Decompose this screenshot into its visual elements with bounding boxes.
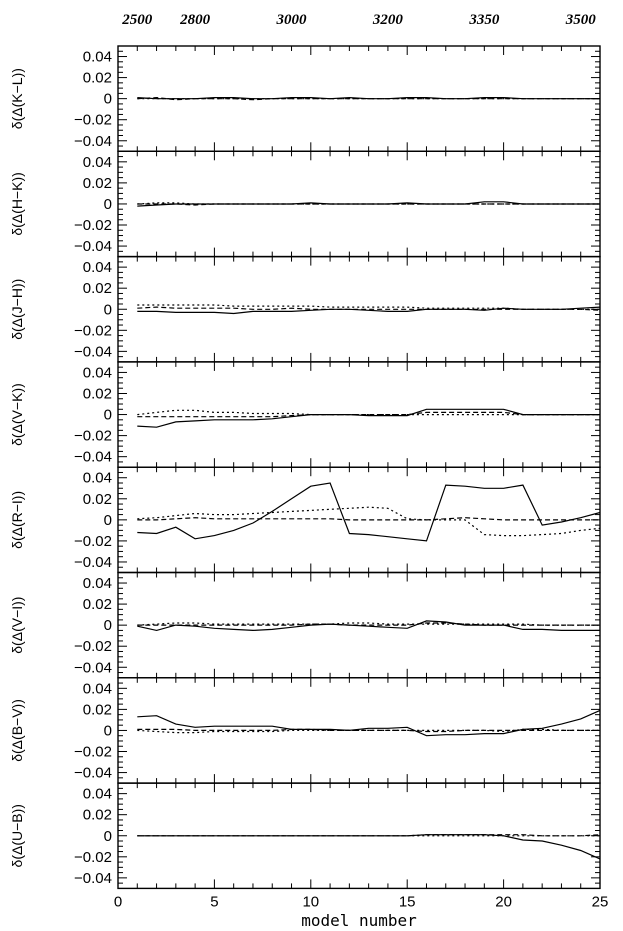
y-tick-label: 0.04 <box>83 575 112 592</box>
series-line-solid <box>137 408 600 428</box>
panel-y-label: δ(Δ(H−K)) <box>9 172 25 235</box>
panel-8: 0.04 0.02 0 −0.02 −0.04 δ(Δ(U−B)) <box>9 782 601 890</box>
panel-6: 0.04 0.02 0 −0.02 −0.04 δ(Δ(V−I)) <box>9 571 601 679</box>
y-tick-label: −0.04 <box>74 870 112 887</box>
y-tick-label: 0.02 <box>83 596 112 613</box>
y-tick-label: −0.04 <box>74 343 112 360</box>
y-tick-label: 0 <box>104 196 112 213</box>
y-tick-label: 0 <box>104 407 112 424</box>
panel-y-label: δ(Δ(V−I)) <box>9 597 25 654</box>
x-tick-label: 10 <box>302 893 319 910</box>
y-tick-label: 0 <box>104 828 112 845</box>
series-line-dashed <box>137 728 600 733</box>
panel-5: 0.04 0.02 0 −0.02 −0.04 δ(Δ(R−I)) <box>9 466 601 574</box>
x-tick-label: 0 <box>114 893 122 910</box>
series-line-solid <box>137 620 600 632</box>
y-tick-label: −0.04 <box>74 133 112 150</box>
x-tick-label: 20 <box>495 893 512 910</box>
y-tick-label: −0.02 <box>74 638 112 655</box>
series-line-dotted <box>137 728 600 734</box>
series-line-solid <box>137 834 601 860</box>
y-tick-label: −0.02 <box>74 322 112 339</box>
bottom-axis: 0 5 10 15 20 25 <box>114 893 609 910</box>
y-tick-label: 0.02 <box>83 70 112 87</box>
chart-panels: 0.04 0.02 0 −0.02 −0.04 δ(Δ(K−L)) 0.04 0.02 0 −0.… <box>9 45 601 890</box>
series-line-dashed <box>137 834 601 837</box>
top-axis-label: 2800 <box>179 12 211 28</box>
y-tick-label: 0 <box>104 722 112 739</box>
top-axis-label: 2500 <box>121 12 153 28</box>
y-tick-label: −0.02 <box>74 217 112 234</box>
top-axis-label: 3350 <box>468 12 500 28</box>
x-tick-label: 15 <box>399 893 416 910</box>
y-tick-label: 0.02 <box>83 280 112 297</box>
series-line-dashed <box>137 306 601 311</box>
series-line-dotted <box>137 409 600 416</box>
panel-4: 0.04 0.02 0 −0.02 −0.04 δ(Δ(V−K)) <box>9 361 601 468</box>
y-tick-label: 0.04 <box>83 786 112 803</box>
series-line-dashed <box>137 517 600 521</box>
top-axis-label: 3000 <box>276 12 308 28</box>
y-tick-label: 0 <box>104 301 112 318</box>
panel-y-label: δ(Δ(K−L)) <box>9 68 25 129</box>
y-tick-label: 0.04 <box>83 470 112 487</box>
panel-3: 0.04 0.02 0 −0.02 −0.04 δ(Δ(J−H)) <box>9 255 601 363</box>
y-tick-label: −0.04 <box>74 765 112 782</box>
y-tick-label: −0.02 <box>74 533 112 550</box>
y-tick-label: −0.02 <box>74 112 112 129</box>
y-tick-label: 0.02 <box>83 701 112 718</box>
panel-frame <box>117 466 601 574</box>
y-tick-label: 0.04 <box>83 49 112 66</box>
y-tick-label: 0.02 <box>83 175 112 192</box>
panel-2: 0.04 0.02 0 −0.02 −0.04 δ(Δ(H−K)) <box>9 150 601 258</box>
x-tick-label: 5 <box>210 893 218 910</box>
y-tick-label: −0.04 <box>74 238 112 255</box>
panel-1: 0.04 0.02 0 −0.02 −0.04 δ(Δ(K−L)) <box>9 45 601 153</box>
panel-7: 0.04 0.02 0 −0.02 −0.04 δ(Δ(B−V)) <box>9 677 601 784</box>
series-line-dashed <box>137 622 600 626</box>
series-line-dotted <box>137 506 601 537</box>
y-tick-label: −0.04 <box>74 554 112 571</box>
series-line-solid <box>137 709 601 737</box>
series-line-solid <box>137 306 601 315</box>
series-line-dashed <box>137 96 600 101</box>
series-line-dotted <box>137 304 600 310</box>
y-tick-label: −0.02 <box>74 849 112 866</box>
y-tick-label: 0.04 <box>83 680 112 697</box>
panel-y-label: δ(Δ(U−B)) <box>9 804 25 867</box>
y-tick-label: 0.04 <box>83 364 112 381</box>
y-tick-label: 0.04 <box>83 154 112 171</box>
y-tick-label: 0.04 <box>83 259 112 276</box>
y-tick-label: 0.02 <box>83 491 112 508</box>
series-line-dashed <box>137 411 600 418</box>
series-line-dashed <box>137 203 600 206</box>
y-tick-label: 0.02 <box>83 807 112 824</box>
y-tick-label: −0.04 <box>74 659 112 676</box>
panel-y-label: δ(Δ(R−I)) <box>9 491 25 549</box>
y-tick-label: −0.02 <box>74 744 112 761</box>
y-tick-label: −0.04 <box>74 449 112 466</box>
series-line-solid <box>137 482 601 542</box>
y-tick-label: 0 <box>104 91 112 108</box>
y-tick-label: 0 <box>104 512 112 529</box>
x-axis-label: model number <box>301 911 417 930</box>
x-tick-label: 25 <box>592 893 609 910</box>
panel-y-label: δ(Δ(J−H)) <box>9 279 25 340</box>
top-axis-label: 3200 <box>372 12 404 28</box>
panel-y-label: δ(Δ(B−V)) <box>9 699 25 762</box>
panel-y-label: δ(Δ(V−K)) <box>9 383 25 446</box>
series-line-dotted <box>137 622 600 626</box>
top-axis: 2500 2800 3000 3200 3350 3500 <box>121 12 596 28</box>
y-tick-label: 0.02 <box>83 385 112 402</box>
top-axis-label: 3500 <box>565 12 597 28</box>
y-tick-label: 0 <box>104 617 112 634</box>
y-tick-label: −0.02 <box>74 428 112 445</box>
